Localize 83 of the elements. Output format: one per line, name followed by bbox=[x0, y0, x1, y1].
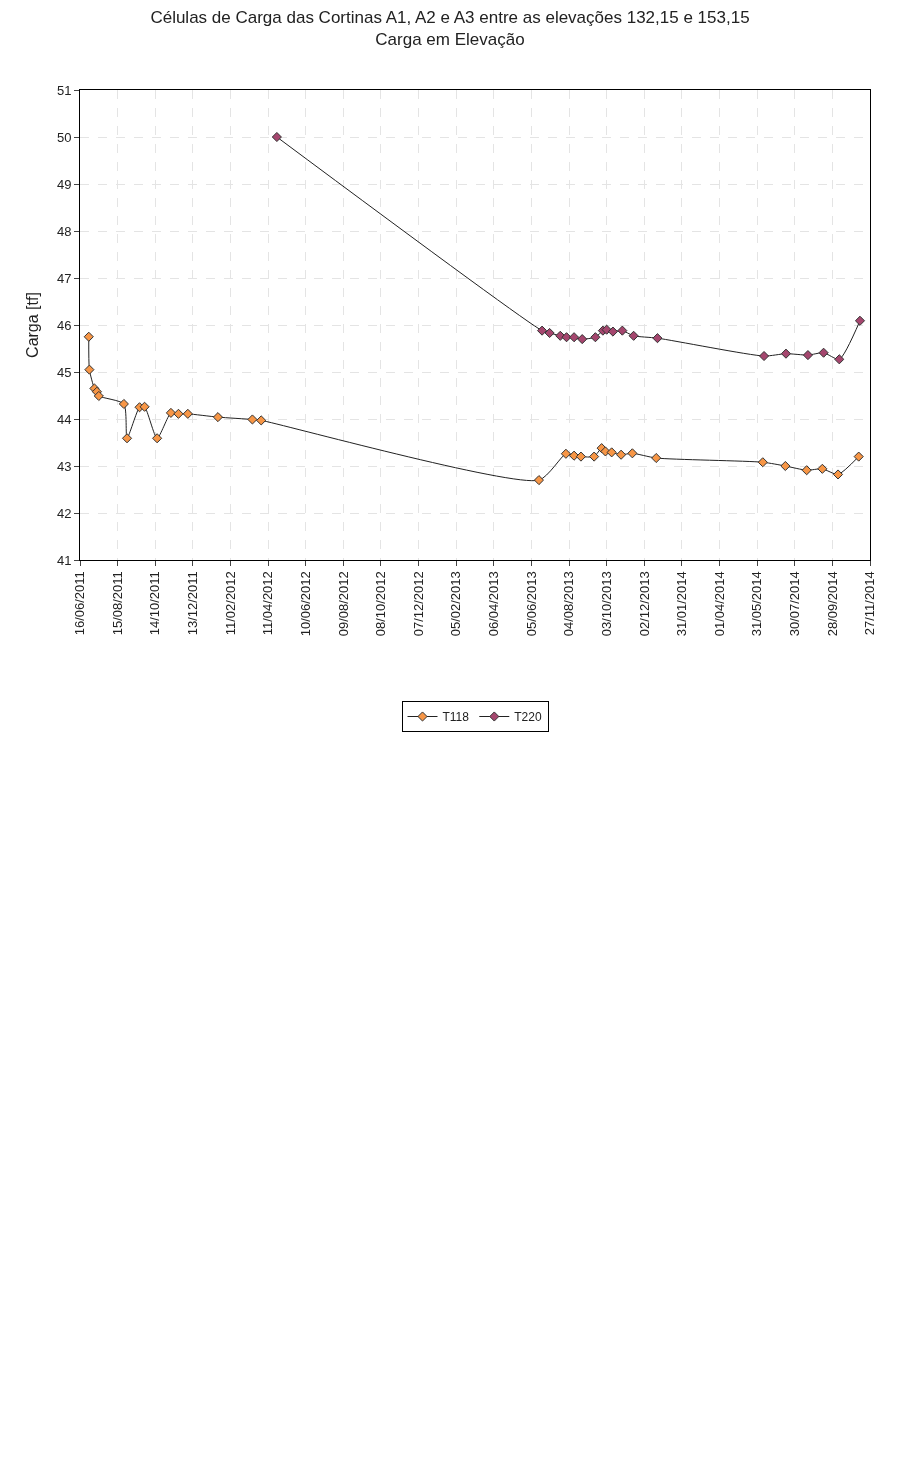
x-tick-label: 13/12/2011 bbox=[185, 571, 201, 636]
x-tick-label: 05/06/2013 bbox=[523, 571, 539, 637]
point bbox=[589, 451, 600, 462]
point bbox=[533, 475, 544, 486]
x-tick-label: 28/09/2014 bbox=[824, 571, 840, 637]
x-tick-label: 14/10/2011 bbox=[147, 571, 163, 636]
point bbox=[802, 350, 813, 361]
point bbox=[817, 463, 828, 474]
point bbox=[617, 325, 628, 336]
x-tick-label: 16/06/2011 bbox=[72, 571, 88, 636]
y-tick-label: 47 bbox=[56, 270, 72, 286]
point bbox=[271, 131, 282, 143]
point bbox=[121, 433, 133, 444]
x-tick-label: 03/10/2013 bbox=[598, 571, 614, 637]
point bbox=[182, 408, 193, 419]
point bbox=[590, 332, 601, 343]
point bbox=[173, 408, 184, 419]
point bbox=[780, 348, 792, 359]
point bbox=[256, 415, 267, 426]
x-tick-label: 10/06/2012 bbox=[297, 571, 313, 637]
point bbox=[575, 451, 587, 462]
x-tick-label: 30/07/2014 bbox=[786, 571, 802, 637]
point bbox=[569, 332, 580, 343]
legend-label: T220 bbox=[514, 710, 542, 725]
y-tick-label: 46 bbox=[56, 317, 72, 333]
point bbox=[607, 326, 618, 337]
point bbox=[818, 347, 829, 358]
point bbox=[165, 407, 176, 418]
x-tick-label: 15/08/2011 bbox=[109, 571, 125, 636]
x-tick-label: 31/01/2014 bbox=[674, 571, 690, 637]
point bbox=[628, 330, 639, 341]
x-tick-label: 01/04/2014 bbox=[711, 571, 727, 637]
point bbox=[212, 412, 223, 423]
point bbox=[601, 324, 612, 335]
x-tick-label: 02/12/2013 bbox=[636, 571, 652, 637]
y-tick-label: 51 bbox=[56, 82, 72, 98]
x-tick-label: 31/05/2014 bbox=[749, 571, 765, 637]
point bbox=[616, 449, 627, 460]
point bbox=[561, 332, 572, 343]
point bbox=[84, 364, 95, 375]
point bbox=[853, 451, 864, 462]
y-tick-label: 44 bbox=[56, 411, 72, 427]
point bbox=[854, 315, 866, 326]
point bbox=[247, 414, 258, 425]
point bbox=[834, 354, 845, 365]
y-tick-label: 45 bbox=[56, 364, 72, 380]
x-tick-label: 05/02/2013 bbox=[448, 571, 464, 637]
y-tick-label: 49 bbox=[56, 176, 72, 192]
y-axis-title: Carga [tf] bbox=[24, 292, 41, 358]
x-tick-label: 11/04/2012 bbox=[260, 571, 276, 636]
point bbox=[93, 390, 104, 402]
x-tick-label: 06/04/2013 bbox=[486, 571, 502, 637]
x-tick-label: 09/08/2012 bbox=[335, 571, 351, 637]
x-tick-label: 08/10/2012 bbox=[373, 571, 389, 637]
point bbox=[139, 401, 150, 412]
y-tick-label: 42 bbox=[56, 505, 72, 521]
point bbox=[544, 327, 555, 339]
point bbox=[832, 469, 844, 480]
point bbox=[758, 350, 770, 362]
point bbox=[560, 448, 571, 459]
y-tick-label: 41 bbox=[56, 552, 72, 568]
legend-label: T118 bbox=[442, 710, 470, 725]
point bbox=[606, 447, 617, 458]
y-tick-label: 43 bbox=[56, 458, 72, 474]
point bbox=[83, 331, 94, 342]
point bbox=[537, 325, 548, 336]
x-tick-label: 07/12/2012 bbox=[410, 571, 426, 637]
y-tick-label: 50 bbox=[56, 129, 72, 145]
point bbox=[780, 460, 791, 472]
chart-title: Células de Carga das Cortinas A1, A2 e A3 entre as elevações 132,15 e 153,15 bbox=[150, 7, 750, 27]
point bbox=[757, 457, 768, 468]
x-tick-label: 11/02/2012 bbox=[222, 571, 238, 636]
point bbox=[118, 398, 129, 410]
point bbox=[577, 334, 588, 345]
x-tick-label: 27/11/2014 bbox=[862, 571, 878, 636]
chart-subtitle: Carga em Elevação bbox=[375, 29, 525, 49]
point bbox=[652, 333, 663, 344]
point bbox=[627, 448, 638, 459]
point bbox=[152, 433, 163, 444]
point bbox=[651, 452, 662, 464]
point bbox=[801, 465, 812, 476]
x-tick-label: 04/08/2013 bbox=[561, 571, 577, 637]
y-tick-label: 48 bbox=[56, 223, 72, 239]
